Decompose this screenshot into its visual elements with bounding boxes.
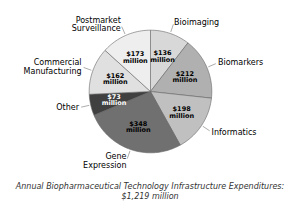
svg-text:$173million: $173million xyxy=(123,50,148,65)
svg-text:$162million: $162million xyxy=(103,72,128,87)
svg-text:GeneExpression: GeneExpression xyxy=(83,152,127,169)
svg-text:$136million: $136million xyxy=(150,49,175,64)
svg-text:$348million: $348million xyxy=(126,120,151,135)
svg-text:$198million: $198million xyxy=(169,105,194,120)
html-text:Annual Biopharmaceutical Techn: Annual Biopharmaceutical Technology Infr… xyxy=(15,182,285,201)
svg-text:Informatics: Informatics xyxy=(212,128,257,137)
svg-text:Bioimaging: Bioimaging xyxy=(174,18,219,27)
svg-text:PostmarketSurveillance: PostmarketSurveillance xyxy=(72,16,121,33)
svg-text:CommercialManufacturing: CommercialManufacturing xyxy=(24,58,82,75)
svg-text:Biomarkers: Biomarkers xyxy=(218,58,263,67)
svg-text:$212million: $212million xyxy=(173,70,198,85)
svg-text:$73million: $73million xyxy=(102,93,127,108)
svg-text:Other: Other xyxy=(56,103,79,112)
